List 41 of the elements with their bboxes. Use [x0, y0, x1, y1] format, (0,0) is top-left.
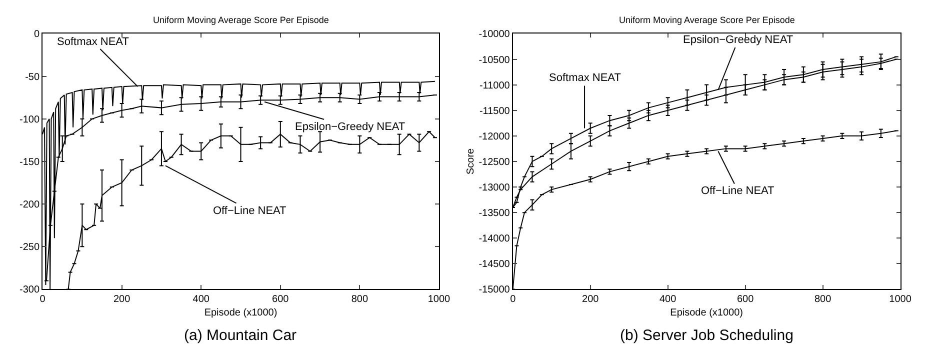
chart-title: Uniform Moving Average Score Per Episode	[153, 15, 329, 25]
x-tick-label: 800	[814, 294, 832, 306]
y-tick-label: -12000	[478, 131, 510, 142]
y-tick-label: -13000	[478, 182, 510, 194]
y-tick-label: -10500	[478, 54, 510, 66]
y-tick-label: -15000	[478, 284, 510, 296]
y-tick-label: -13500	[478, 208, 510, 220]
annotation: Epsilon−Greedy NEAT	[295, 121, 406, 133]
x-tick-label: 600	[272, 294, 290, 306]
x-axis-title: Episode (x1000)	[204, 308, 278, 319]
y-tick-label: -50	[25, 72, 40, 83]
annotation: Softmax NEAT	[57, 36, 130, 48]
annotation: Off−Line NEAT	[701, 185, 775, 197]
y-tick-label: -14000	[478, 234, 510, 245]
x-tick-label: 1000	[428, 294, 451, 306]
annotation: Epsilon−Greedy NEAT	[683, 34, 794, 46]
annotation: Softmax NEAT	[549, 72, 622, 84]
text: (b) Server Job Scheduling	[620, 327, 794, 344]
x-tick-label: 600	[736, 294, 754, 306]
x-tick-label: 1000	[889, 294, 912, 306]
y-tick-label: -10000	[478, 29, 510, 40]
y-tick-label: -11500	[479, 106, 510, 117]
x-tick-label: 200	[113, 294, 131, 306]
y-tick-label: 0	[34, 29, 40, 40]
y-tick-label: -12500	[478, 156, 510, 168]
y-tick-label: -100	[20, 114, 40, 126]
x-axis-title: Episode (x1000)	[670, 308, 743, 319]
y-tick-label: -11000	[479, 80, 510, 92]
y-tick-label: -200	[20, 200, 40, 211]
x-tick-label: 400	[659, 294, 677, 306]
chart-title: Uniform Moving Average Score Per Episode	[619, 15, 795, 25]
text: (a) Mountain Car	[184, 327, 297, 344]
x-tick-label: 800	[351, 294, 368, 306]
y-tick-label: -14500	[478, 259, 510, 270]
y-tick-label: -300	[20, 284, 40, 296]
annotation: Off−Line NEAT	[213, 205, 287, 217]
y-tick-label: -150	[20, 156, 40, 168]
y-tick-label: -250	[20, 242, 40, 254]
x-tick-label: 200	[582, 294, 600, 306]
y-axis-title: Score	[466, 148, 477, 175]
x-tick-label: 400	[192, 294, 210, 306]
